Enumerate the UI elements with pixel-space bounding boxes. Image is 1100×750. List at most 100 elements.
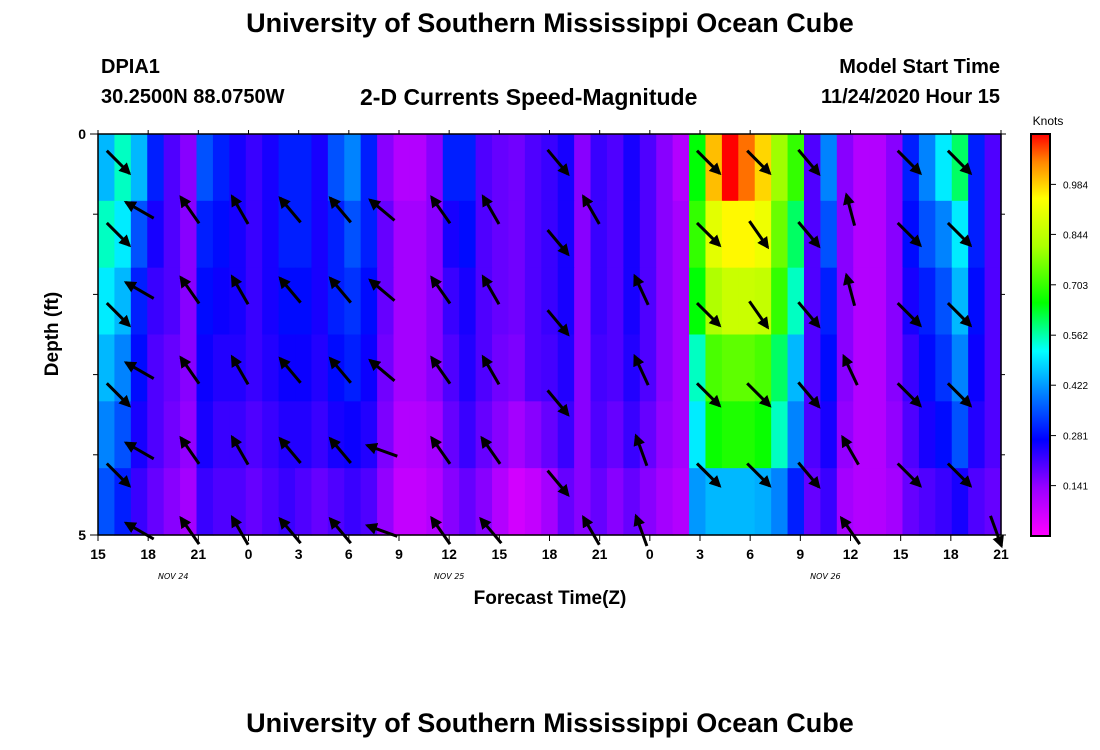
x-tick-label: 12 (441, 546, 457, 562)
heatmap-cell (705, 468, 723, 536)
current-arrow (230, 515, 250, 546)
heatmap-cell (262, 267, 280, 336)
heatmap-cell (311, 334, 329, 402)
heatmap-cell (344, 334, 362, 402)
heatmap-cell (98, 267, 116, 336)
heatmap-cell (869, 134, 887, 202)
heatmap-cell (672, 334, 690, 402)
heatmap-cell (459, 401, 477, 469)
current-arrow (896, 221, 922, 248)
chart-title: University of Southern Mississippi Ocean… (246, 8, 854, 38)
heatmap-cell (344, 468, 362, 536)
heatmap-cell (672, 267, 690, 336)
heatmap-cell (984, 468, 1002, 536)
heatmap-cell (147, 468, 165, 536)
x-tick-label: 21 (993, 546, 1009, 562)
heatmap-cell (442, 267, 460, 336)
heatmap-cell (196, 401, 214, 469)
current-arrow (582, 194, 601, 225)
current-arrow (946, 302, 973, 328)
heatmap-cell (426, 401, 444, 469)
heatmap-cell (98, 334, 116, 402)
heatmap-cell (114, 334, 132, 402)
heatmap-cell (557, 401, 575, 469)
heatmap-cell (656, 267, 674, 336)
heatmap-cell (836, 334, 854, 402)
heatmap-cell (623, 200, 641, 269)
heatmap-cell (311, 401, 329, 469)
heatmap-cell (886, 200, 904, 269)
heatmap-cell (508, 200, 526, 269)
heatmap-cell (212, 200, 230, 269)
heatmap-cell (721, 468, 739, 536)
heatmap-cell (245, 334, 263, 402)
heatmap-cell (574, 267, 592, 336)
x-tick-label: 18 (542, 546, 558, 562)
heatmap-cell (557, 267, 575, 336)
current-arrow (946, 221, 973, 248)
heatmap-cell (393, 334, 411, 402)
heatmap-cell (475, 401, 493, 469)
heatmap-cell (689, 468, 707, 536)
heatmap-cell (459, 334, 477, 402)
current-arrow (843, 272, 857, 307)
current-arrow (230, 274, 250, 305)
heatmap-cell (639, 200, 657, 269)
colorbar-tick-label: 0.703 (1063, 281, 1088, 292)
heatmap-cell (721, 200, 739, 269)
heatmap-cell (935, 401, 953, 469)
heatmap-cell (738, 267, 756, 336)
heatmap-cell (968, 267, 986, 336)
current-arrow (328, 196, 352, 224)
heatmap-cell (935, 200, 953, 269)
heatmap-cell (377, 468, 395, 536)
heatmap-cell (820, 200, 838, 269)
current-arrow (278, 356, 302, 384)
heatmap-cell (492, 401, 510, 469)
current-arrow (582, 515, 601, 546)
heatmap-cell (262, 134, 280, 202)
heatmap-cell (984, 334, 1002, 402)
current-arrow (105, 382, 132, 408)
heatmap-cell (672, 200, 690, 269)
heatmap-cell (426, 267, 444, 336)
heatmap-cell (590, 401, 608, 469)
heatmap-cell (590, 267, 608, 336)
current-arrow (123, 361, 155, 380)
heatmap-cell (295, 134, 313, 202)
current-arrow (633, 433, 649, 467)
heatmap-cell (163, 334, 181, 402)
heatmap-cell (787, 200, 805, 269)
current-arrow (179, 515, 201, 545)
current-arrow (278, 276, 302, 304)
heatmap-cell (853, 267, 871, 336)
heatmap-cell (377, 134, 395, 202)
heatmap-cell (245, 267, 263, 336)
heatmap-cell (574, 401, 592, 469)
heatmap-cell (492, 200, 510, 269)
current-arrow (633, 273, 650, 306)
heatmap-cell (147, 134, 165, 202)
heatmap-cell (409, 200, 427, 269)
x-tick-label: 21 (191, 546, 207, 562)
current-arrow (368, 358, 396, 382)
heatmap-cell (738, 334, 756, 402)
heatmap-cell (442, 134, 460, 202)
heatmap-cell (771, 267, 789, 336)
x-tick-label: 18 (943, 546, 959, 562)
colorbar-tick-label: 0.844 (1063, 230, 1088, 241)
heatmap-cell (738, 468, 756, 536)
heatmap-cell (787, 334, 805, 402)
current-arrow (746, 462, 772, 488)
current-arrow (695, 462, 722, 488)
current-arrow (797, 301, 821, 329)
heatmap-cell (820, 267, 838, 336)
heatmap-cell (689, 267, 707, 336)
heatmap-cell (918, 334, 936, 402)
heatmap-cell (574, 200, 592, 269)
heatmap-cell (886, 134, 904, 202)
current-arrow (746, 382, 772, 408)
heatmap-cell (98, 134, 116, 202)
heatmap-cell (541, 468, 559, 536)
